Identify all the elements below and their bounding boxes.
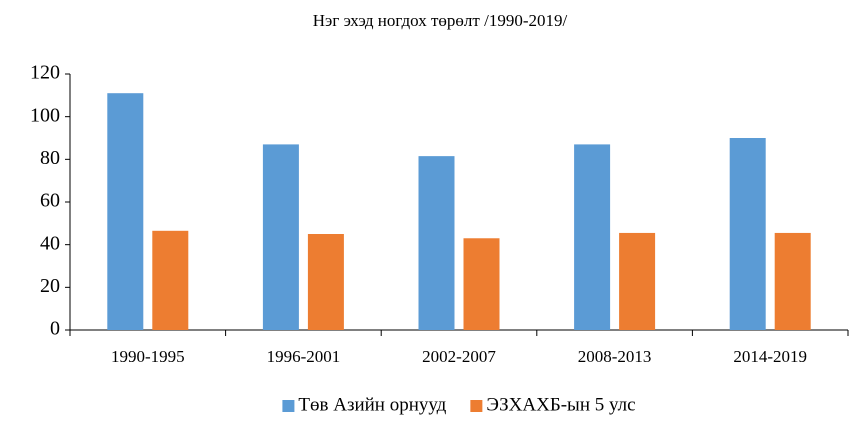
legend-swatch — [470, 400, 483, 412]
chart-title: Нэг эхэд ногдох төрөлт /1990-2019/ — [313, 11, 568, 30]
bar — [574, 144, 611, 330]
legend-label: ЭЗХАХБ-ын 5 улс — [486, 394, 635, 415]
bar — [729, 138, 766, 330]
x-tick-label: 1996-2001 — [267, 347, 341, 366]
bar — [107, 93, 144, 330]
y-tick-label: 60 — [40, 190, 60, 212]
bar — [774, 232, 811, 330]
x-tick-label: 2008-2013 — [578, 347, 652, 366]
x-tick-label: 1990-1995 — [111, 347, 185, 366]
legend-label: Төв Азийн орнууд — [298, 394, 446, 415]
y-tick-label: 40 — [40, 232, 60, 254]
y-tick-label: 120 — [30, 62, 60, 84]
bar — [152, 230, 189, 330]
bar — [418, 156, 455, 330]
y-tick-label: 0 — [50, 318, 60, 340]
bar — [262, 144, 299, 330]
y-tick-label: 80 — [40, 147, 60, 169]
x-tick-label: 2014-2019 — [733, 347, 807, 366]
x-tick-label: 2002-2007 — [422, 347, 496, 366]
y-tick-label: 100 — [30, 104, 60, 126]
bar — [463, 238, 500, 330]
bar — [307, 234, 344, 330]
bar — [619, 232, 656, 330]
legend-swatch — [282, 400, 295, 412]
y-tick-label: 20 — [40, 275, 60, 297]
